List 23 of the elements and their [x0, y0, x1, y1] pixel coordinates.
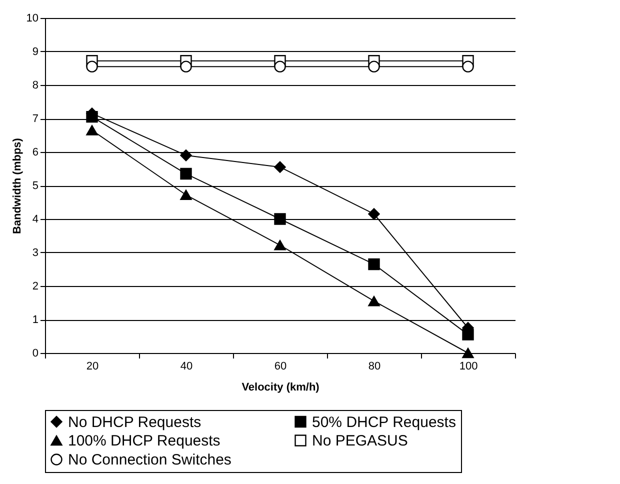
y-tick-label: 8	[32, 80, 38, 92]
x-tick-label: 60	[274, 360, 287, 372]
y-tick-label: 6	[32, 146, 38, 158]
y-tick-label: 0	[32, 348, 38, 360]
y-tick-label: 9	[32, 46, 38, 58]
y-tick-label: 1	[32, 314, 38, 326]
x-axis-title: Velocity (km/h)	[242, 382, 320, 394]
x-tick-label: 100	[459, 360, 478, 372]
legend-label: No DHCP Requests	[68, 414, 202, 431]
legend-label: 100% DHCP Requests	[68, 432, 220, 450]
y-tick-label: 4	[32, 214, 38, 226]
legend-label: No PEGASUS	[312, 432, 408, 450]
x-tick-label: 40	[180, 360, 193, 372]
y-tick-label: 7	[32, 113, 38, 125]
legend-label: No Connection Switches	[68, 452, 232, 468]
y-tick-label: 2	[32, 280, 38, 292]
legend-label: 50% DHCP Requests	[312, 414, 456, 431]
y-tick-label: 3	[32, 247, 38, 259]
y-tick-label: 10	[26, 12, 38, 24]
y-axis-title: Bandwidth (mbps)	[11, 138, 24, 234]
x-tick-label: 80	[368, 360, 381, 372]
x-tick-label: 20	[86, 360, 99, 372]
y-tick-label: 5	[32, 180, 38, 192]
